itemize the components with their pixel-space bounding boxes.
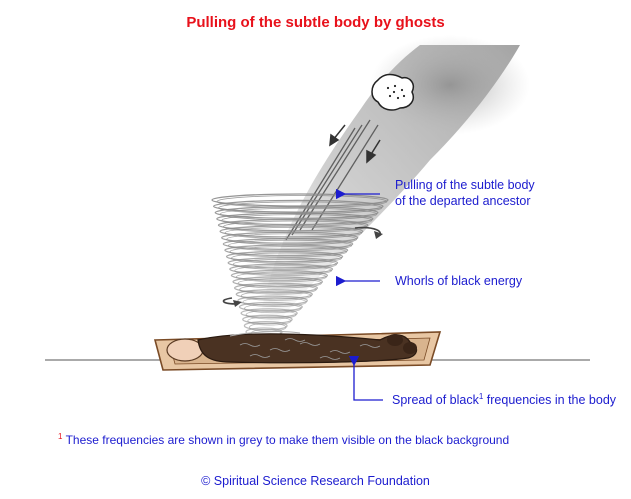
whorl-ring — [242, 297, 307, 307]
whorl-ring — [232, 258, 337, 270]
whorl-ring — [219, 225, 364, 238]
whorl-ring — [217, 218, 369, 232]
whorl-ring — [222, 238, 354, 250]
whorl-ring — [239, 284, 317, 295]
label-spread-post: frequencies in the body — [483, 393, 617, 407]
whorl-ring — [236, 271, 327, 283]
whorl-ring — [229, 246, 348, 258]
whorl-ring — [212, 199, 384, 213]
whorl-ring — [230, 269, 329, 281]
whorl-ring — [244, 303, 302, 314]
footnote: 1 These frequencies are shown in grey to… — [58, 432, 510, 448]
label-whorls: Whorls of black energy — [395, 274, 523, 288]
label-pointers — [335, 188, 383, 401]
whorls-of-energy — [211, 193, 389, 338]
footnote-marker: 1 — [58, 432, 63, 441]
whorl-ring — [225, 250, 344, 263]
footnote-text: These frequencies are shown in grey to m… — [62, 433, 510, 447]
label-pulling: Pulling of the subtle body of the depart… — [395, 177, 535, 209]
whorl-ring — [245, 309, 297, 320]
whorl-ring — [242, 314, 293, 325]
label-spread-sup: 1 — [478, 391, 484, 401]
whorl-ring — [221, 231, 359, 244]
subtle-body-icon — [371, 73, 414, 111]
downward-arrows — [329, 124, 381, 164]
whorl-ring — [234, 265, 332, 276]
whorl-ring — [214, 206, 379, 220]
whorl-ring — [227, 257, 339, 269]
diagram-title: Pulling of the subtle body by ghosts — [186, 14, 445, 31]
whorl-ring — [232, 276, 324, 288]
copyright: © Spiritual Science Research Foundation — [201, 474, 430, 488]
label-spread-pre: Spread of black — [392, 393, 479, 407]
whorl-ring — [238, 301, 303, 312]
whorl-ring — [235, 289, 313, 300]
whorl-ring — [240, 290, 312, 301]
whorl-ring — [234, 282, 318, 294]
deceased-body — [166, 331, 418, 364]
whorl-ring — [229, 263, 334, 275]
whorl-ring — [231, 252, 342, 264]
label-pulling-line2: of the departed ancestor — [395, 194, 531, 208]
label-pulling-line1: Pulling of the subtle body — [395, 178, 535, 192]
whorl-ring — [211, 193, 389, 207]
whorl-ring — [237, 295, 308, 306]
label-spread: Spread of black1 frequencies in the body — [392, 392, 616, 408]
whorl-ring — [216, 212, 374, 226]
whorl-ring — [224, 244, 349, 257]
whorl-ring — [247, 316, 292, 326]
whorl-ring — [237, 278, 322, 289]
energy-beam — [258, 35, 530, 330]
whorl-ring — [216, 195, 388, 208]
whorl-ring — [240, 308, 298, 319]
